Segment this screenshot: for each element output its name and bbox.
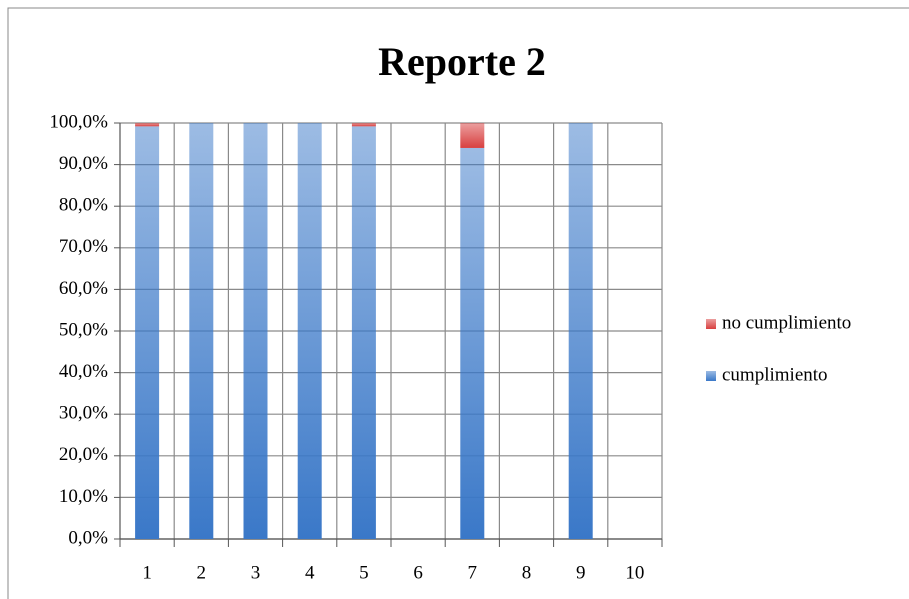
- x-tick-label: 10: [625, 562, 644, 583]
- y-tick-label: 100,0%: [49, 111, 108, 132]
- bar-segment: [189, 123, 214, 539]
- bar-segment: [460, 147, 485, 539]
- y-tick-label: 30,0%: [59, 403, 108, 424]
- legend-swatch: [706, 371, 716, 381]
- x-tick-label: 7: [468, 562, 478, 583]
- x-tick-label: 4: [305, 562, 315, 583]
- legend-swatch: [706, 319, 716, 329]
- y-tick-label: 10,0%: [59, 486, 108, 507]
- bar-segment: [460, 123, 485, 148]
- x-tick-label: 8: [522, 562, 532, 583]
- y-tick-label: 60,0%: [59, 278, 108, 299]
- bar-segment: [135, 123, 160, 127]
- legend-label: no cumplimiento: [722, 312, 851, 333]
- x-tick-label: 6: [413, 562, 423, 583]
- x-tick-label: 2: [197, 562, 207, 583]
- legend-label: cumplimiento: [722, 364, 828, 385]
- bar-segment: [568, 123, 593, 539]
- bar-segment: [297, 123, 322, 539]
- y-tick-label: 40,0%: [59, 361, 108, 382]
- chart-title: Reporte 2: [378, 39, 546, 84]
- bar-segment: [135, 126, 160, 539]
- x-tick-label: 3: [251, 562, 261, 583]
- y-tick-label: 90,0%: [59, 153, 108, 174]
- bar-segment: [351, 123, 376, 127]
- y-tick-label: 80,0%: [59, 195, 108, 216]
- bar-segment: [351, 126, 376, 539]
- bar-segment: [243, 123, 268, 539]
- y-tick-label: 70,0%: [59, 236, 108, 257]
- y-tick-label: 50,0%: [59, 319, 108, 340]
- y-tick-label: 20,0%: [59, 444, 108, 465]
- y-tick-label: 0,0%: [68, 527, 108, 548]
- x-tick-label: 5: [359, 562, 369, 583]
- x-tick-label: 9: [576, 562, 586, 583]
- x-tick-label: 1: [142, 562, 152, 583]
